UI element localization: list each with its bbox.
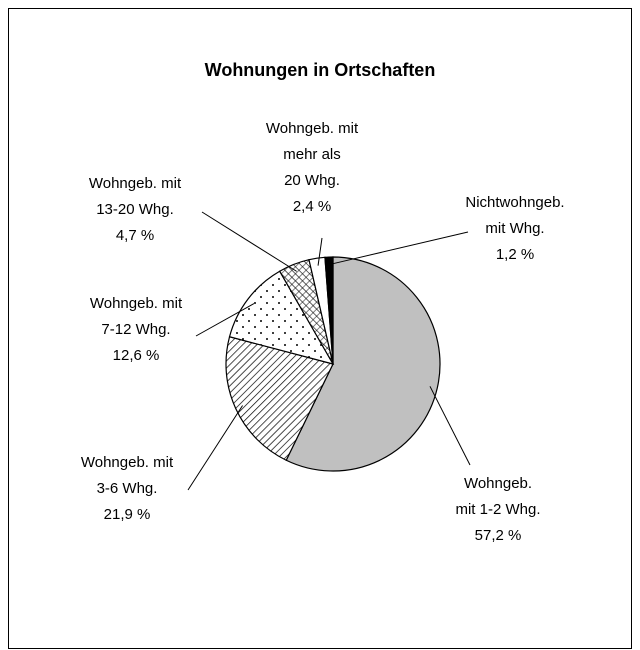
value-label: 2,4 %: [293, 198, 331, 215]
value-label: 21,9 %: [104, 506, 151, 523]
slice-label: Nichtwohngeb. mit Whg.: [465, 194, 564, 237]
slice-label: Wohngeb. mit 13-20 Whg.: [89, 175, 182, 218]
leader-line: [317, 237, 323, 266]
slice-label: Wohngeb. mit 3-6 Whg.: [81, 454, 174, 497]
slice-label: Wohngeb. mit 1-2 Whg.: [455, 475, 540, 518]
slice-label: Wohngeb. mit 7-12 Whg.: [90, 295, 183, 338]
pie-slice: [228, 270, 335, 365]
value-label: 12,6 %: [113, 347, 160, 364]
value-label: 57,2 %: [475, 527, 522, 544]
value-label: 4,7 %: [116, 227, 154, 244]
pie-slice: [225, 336, 334, 462]
chart-title: Wohnungen in Ortschaften: [205, 60, 436, 80]
value-label: 1,2 %: [496, 246, 534, 263]
leader-line: [429, 386, 471, 466]
slice-label: Wohngeb. mit mehr als 20 Whg.: [266, 120, 359, 189]
pie-slice: [285, 256, 441, 472]
leader-line: [187, 405, 243, 491]
leader-line: [329, 231, 469, 266]
leader-line: [201, 211, 297, 272]
pie-slice: [324, 256, 334, 365]
leader-line: [195, 303, 255, 337]
